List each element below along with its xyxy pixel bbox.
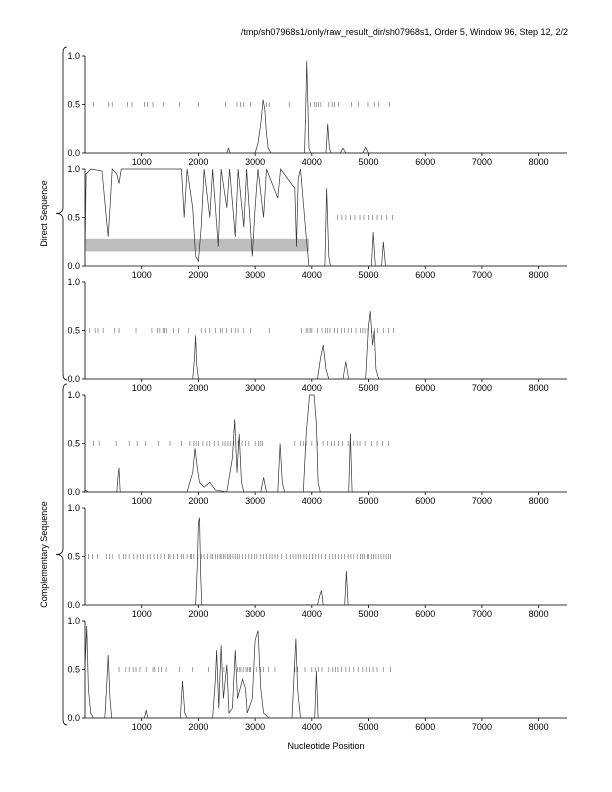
y-tick-label: 0.5 <box>67 213 80 223</box>
y-tick-label: 0.0 <box>67 261 80 271</box>
x-tick-label: 5000 <box>359 157 379 167</box>
x-tick-label: 5000 <box>359 383 379 393</box>
panel-3: 0.0 0.5 1.0 1000 2000 3000 4000 5000 6000 7000 800… <box>67 277 567 393</box>
x-tick-label: 3000 <box>245 496 265 506</box>
series-line <box>85 311 567 380</box>
complementary-sequence-bracket <box>55 383 68 726</box>
y-tick-label: 0.0 <box>67 600 80 610</box>
y-tick-label: 0.5 <box>67 552 80 562</box>
x-tick-label: 5000 <box>359 496 379 506</box>
x-tick-label: 4000 <box>302 496 322 506</box>
series-line <box>84 168 567 267</box>
x-tick-label: 6000 <box>415 270 435 280</box>
x-tick-label: 3000 <box>245 609 265 619</box>
y-tick-label: 0.0 <box>67 713 80 723</box>
series-line <box>84 625 567 719</box>
x-tick-label: 1000 <box>132 270 152 280</box>
x-tick-label: 1000 <box>132 383 152 393</box>
x-tick-label: 2000 <box>188 609 208 619</box>
x-tick-label: 4000 <box>302 270 322 280</box>
x-tick-label: 4000 <box>302 722 322 732</box>
x-tick-label: 1000 <box>132 157 152 167</box>
x-tick-label: 4000 <box>302 383 322 393</box>
y-tick-label: 0.0 <box>67 148 80 158</box>
y-tick-label: 1.0 <box>67 616 80 626</box>
y-tick-label: 0.5 <box>67 326 80 336</box>
x-tick-label: 8000 <box>529 722 549 732</box>
series-line <box>85 517 567 606</box>
x-tick-label: 5000 <box>359 722 379 732</box>
y-tick-label: 0.0 <box>67 487 80 497</box>
x-tick-label: 6000 <box>415 609 435 619</box>
y-tick-label: 1.0 <box>67 277 80 287</box>
x-tick-label: 6000 <box>415 383 435 393</box>
panels: 0.0 0.5 1.0 1000 2000 3000 4000 5000 6000 7000 800… <box>67 51 567 732</box>
x-tick-label: 8000 <box>529 270 549 280</box>
series-line <box>84 394 567 493</box>
panel-6: 0.0 0.5 1.0 1000 2000 3000 4000 5000 6000 7000 800… <box>67 616 567 732</box>
x-tick-label: 1000 <box>132 609 152 619</box>
x-tick-label: 3000 <box>245 722 265 732</box>
y-tick-label: 0.5 <box>67 100 80 110</box>
x-tick-label: 1000 <box>132 496 152 506</box>
x-tick-label: 6000 <box>415 722 435 732</box>
x-tick-label: 7000 <box>472 157 492 167</box>
y-tick-label: 1.0 <box>67 390 80 400</box>
x-tick-label: 5000 <box>359 609 379 619</box>
y-tick-label: 0.0 <box>67 374 80 384</box>
x-tick-label: 7000 <box>472 609 492 619</box>
x-tick-label: 2000 <box>188 496 208 506</box>
x-tick-label: 8000 <box>529 609 549 619</box>
x-tick-label: 2000 <box>188 270 208 280</box>
panel-2: 0.0 0.5 1.0 1000 2000 3000 4000 5000 6000 7000 800… <box>67 164 567 280</box>
panel-5: 0.0 0.5 1.0 1000 2000 3000 4000 5000 6000 7000 800… <box>67 503 567 619</box>
x-tick-label: 3000 <box>245 383 265 393</box>
y-tick-label: 0.5 <box>67 439 80 449</box>
x-tick-label: 3000 <box>245 157 265 167</box>
x-tick-label: 4000 <box>302 609 322 619</box>
x-tick-label: 8000 <box>529 383 549 393</box>
panel-1: 0.0 0.5 1.0 1000 2000 3000 4000 5000 6000 7000 800… <box>67 51 567 167</box>
x-tick-label: 7000 <box>472 383 492 393</box>
x-tick-label: 5000 <box>359 270 379 280</box>
x-tick-label: 7000 <box>472 496 492 506</box>
shaded-band <box>85 238 309 252</box>
complementary-sequence-label: Complementary Sequence <box>39 501 49 608</box>
y-tick-label: 0.5 <box>67 665 80 675</box>
x-tick-label: 8000 <box>529 496 549 506</box>
x-tick-label: 2000 <box>188 722 208 732</box>
x-tick-label: 2000 <box>188 157 208 167</box>
panel-4: 0.0 0.5 1.0 1000 2000 3000 4000 5000 6000 7000 800… <box>67 390 567 506</box>
group-brackets: Direct Sequence Complementary Sequence <box>39 46 68 726</box>
x-tick-label: 1000 <box>132 722 152 732</box>
x-tick-label: 2000 <box>188 383 208 393</box>
figure-header: /tmp/sh07968s1/only/raw_result_dir/sh079… <box>241 27 568 37</box>
x-tick-label: 6000 <box>415 496 435 506</box>
x-tick-label: 7000 <box>472 722 492 732</box>
y-tick-label: 1.0 <box>67 51 80 61</box>
y-tick-label: 1.0 <box>67 503 80 513</box>
x-tick-label: 6000 <box>415 157 435 167</box>
series-line <box>85 60 567 154</box>
x-axis-label: Nucleotide Position <box>287 741 364 751</box>
x-tick-label: 8000 <box>529 157 549 167</box>
x-tick-label: 3000 <box>245 270 265 280</box>
direct-sequence-label: Direct Sequence <box>39 180 49 247</box>
x-tick-label: 7000 <box>472 270 492 280</box>
direct-sequence-bracket <box>55 46 68 381</box>
x-tick-label: 4000 <box>302 157 322 167</box>
y-tick-label: 1.0 <box>67 164 80 174</box>
